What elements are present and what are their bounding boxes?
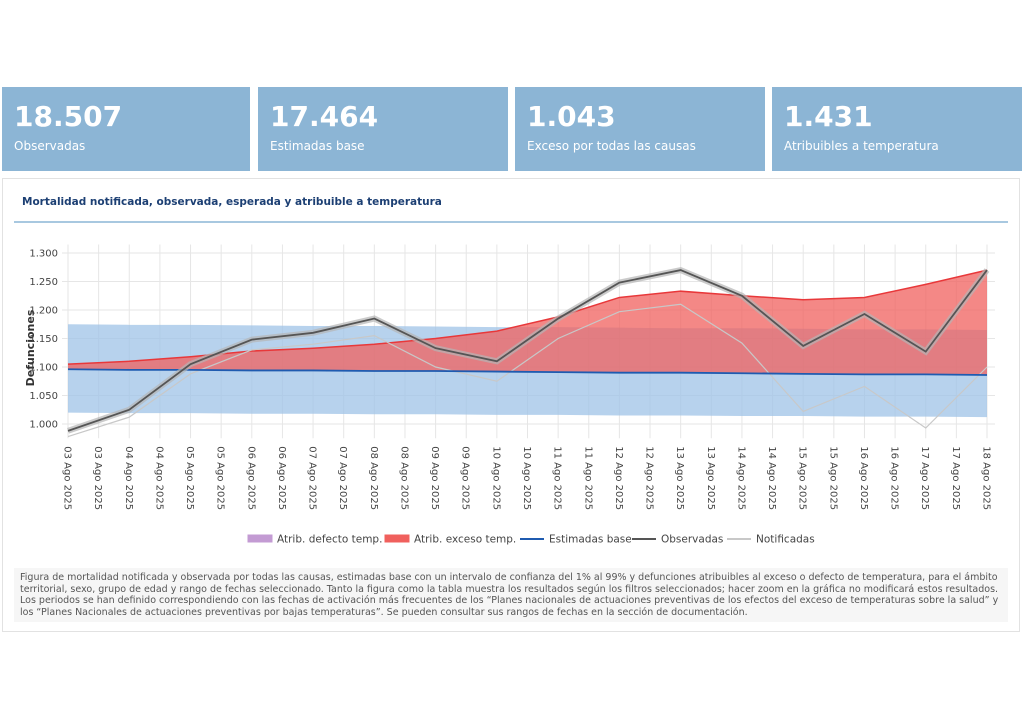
x-tick-label: 16 Ago 2025 [858, 446, 869, 510]
y-tick-label: 1.100 [29, 363, 58, 374]
x-tick-label: 08 Ago 2025 [368, 446, 379, 510]
x-tick-label: 07 Ago 2025 [337, 446, 348, 510]
x-tick-label: 09 Ago 2025 [460, 446, 471, 510]
legend-swatch [384, 534, 410, 543]
legend-swatch [247, 534, 273, 543]
legend-label: Atrib. exceso temp. [414, 534, 516, 546]
kpi-value: 1.043 [527, 100, 616, 133]
line [67, 303, 988, 438]
footnote: Figura de mortalidad notificada y observ… [14, 568, 1008, 622]
legend-label: Estimadas base [549, 534, 632, 546]
x-tick-label: 10 Ago 2025 [490, 446, 501, 510]
y-tick-label: 1.150 [29, 334, 58, 345]
kpi-card: 17.464 Estimadas base [258, 87, 508, 171]
legend-label: Observadas [661, 534, 723, 546]
chart-panel [2, 178, 1020, 632]
x-tick-label: 12 Ago 2025 [613, 446, 624, 510]
kpi-label: Atribuibles a temperatura [784, 139, 939, 153]
x-tick-label: 04 Ago 2025 [123, 446, 134, 510]
x-tick-label: 03 Ago 2025 [92, 446, 103, 510]
line [67, 269, 988, 432]
legend-label: Atrib. defecto temp. [277, 534, 382, 546]
kpi-label: Exceso por todas las causas [527, 139, 696, 153]
x-tick-label: 06 Ago 2025 [276, 446, 287, 510]
x-tick-label: 04 Ago 2025 [153, 446, 164, 510]
x-tick-label: 08 Ago 2025 [398, 446, 409, 510]
area [68, 270, 987, 375]
kpi-label: Estimadas base [270, 139, 365, 153]
x-tick-label: 05 Ago 2025 [215, 446, 226, 510]
legend-label: Notificadas [756, 534, 815, 546]
kpi-value: 17.464 [270, 100, 379, 133]
x-tick-label: 14 Ago 2025 [766, 446, 777, 510]
x-tick-label: 03 Ago 2025 [62, 446, 73, 510]
x-tick-label: 13 Ago 2025 [674, 446, 685, 510]
line [67, 368, 988, 376]
y-tick-label: 1.050 [29, 391, 58, 402]
x-tick-label: 12 Ago 2025 [644, 446, 655, 510]
x-tick-label: 06 Ago 2025 [245, 446, 256, 510]
x-tick-label: 11 Ago 2025 [552, 446, 563, 510]
x-tick-label: 14 Ago 2025 [735, 446, 746, 510]
x-tick-label: 18 Ago 2025 [981, 446, 992, 510]
y-tick-label: 1.300 [29, 249, 58, 260]
x-tick-label: 17 Ago 2025 [950, 446, 961, 510]
x-tick-label: 15 Ago 2025 [827, 446, 838, 510]
kpi-value: 18.507 [14, 100, 123, 133]
x-tick-label: 17 Ago 2025 [919, 446, 930, 510]
y-tick-label: 1.000 [29, 420, 58, 431]
kpi-value: 1.431 [784, 100, 873, 133]
y-tick-label: 1.250 [29, 277, 58, 288]
chart-title: Mortalidad notificada, observada, espera… [22, 196, 442, 208]
x-tick-label: 16 Ago 2025 [889, 446, 900, 510]
kpi-card: 1.431 Atribuibles a temperatura [772, 87, 1022, 171]
x-tick-label: 05 Ago 2025 [184, 446, 195, 510]
x-tick-label: 07 Ago 2025 [307, 446, 318, 510]
y-tick-label: 1.200 [29, 306, 58, 317]
y-axis-label: Defunciones [24, 309, 37, 386]
kpi-card: 18.507 Observadas [2, 87, 250, 171]
x-tick-label: 11 Ago 2025 [582, 446, 593, 510]
x-tick-label: 15 Ago 2025 [797, 446, 808, 510]
x-tick-label: 13 Ago 2025 [705, 446, 716, 510]
x-tick-label: 10 Ago 2025 [521, 446, 532, 510]
kpi-label: Observadas [14, 139, 86, 153]
x-tick-label: 09 Ago 2025 [429, 446, 440, 510]
kpi-card: 1.043 Exceso por todas las causas [515, 87, 765, 171]
